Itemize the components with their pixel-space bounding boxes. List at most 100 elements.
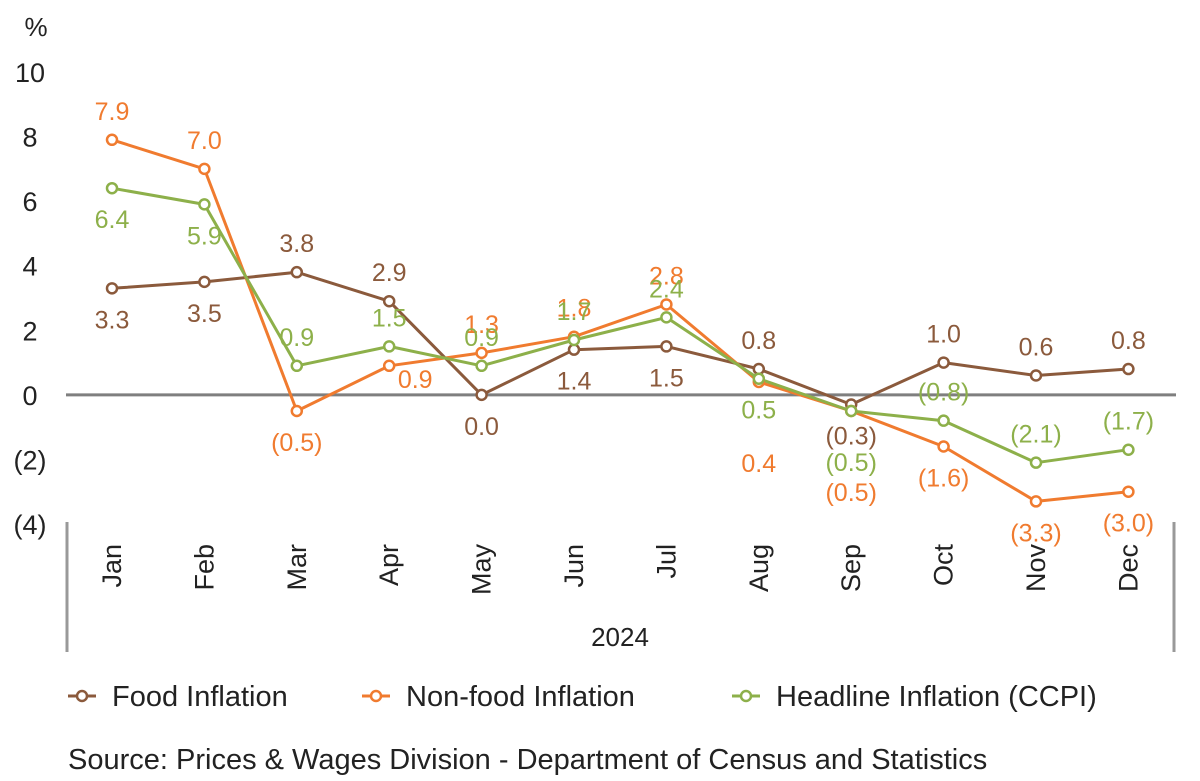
point-headline-inflation-ccpi-oct <box>937 414 950 427</box>
point-headline-inflation-ccpi-sep <box>844 404 858 418</box>
x-tick-label-oct: Oct <box>929 544 959 587</box>
data-label-non-food-inflation-apr: 0.9 <box>398 366 433 394</box>
y-axis-ticks: 10 8 6 4 2 0 (2) (4) <box>14 58 47 540</box>
point-non-food-inflation-oct <box>937 440 950 453</box>
point-food-inflation-jul <box>660 340 673 353</box>
source-note: Source: Prices & Wages Division - Depart… <box>68 744 987 776</box>
x-tick-label-sep: Sep <box>836 544 866 592</box>
x-tick-label-nov: Nov <box>1021 544 1051 593</box>
data-label-headline-inflation-ccpi-jul: 2.4 <box>649 275 684 303</box>
data-label-food-inflation-jun: 1.4 <box>557 368 592 396</box>
data-labels: 3.3 3.5 3.8 2.9 0.0 1.4 1.5 0.8 (0.3) 1.0 0.6 0.8 7.… <box>95 98 1154 548</box>
point-food-inflation-apr <box>382 294 396 308</box>
x-tick-label-may: May <box>467 544 497 596</box>
y-tick-label: 2 <box>22 316 37 346</box>
data-label-non-food-inflation-jan: 7.9 <box>95 98 130 126</box>
point-headline-inflation-ccpi-aug <box>752 372 766 385</box>
series-line-headline-inflation-ccpi <box>111 186 1129 465</box>
data-label-food-inflation-jan: 3.3 <box>95 306 130 334</box>
y-unit-label: % <box>24 12 47 42</box>
legend-label-headline-inflation-ccpi: Headline Inflation (CCPI) <box>776 681 1097 713</box>
data-label-food-inflation-sep: (0.3) <box>825 423 876 451</box>
point-food-inflation-mar <box>290 265 304 279</box>
data-label-food-inflation-may: 0.0 <box>464 413 499 441</box>
point-non-food-inflation-feb <box>198 162 211 176</box>
data-label-non-food-inflation-feb: 7.0 <box>187 127 222 155</box>
data-label-headline-inflation-ccpi-aug: 0.5 <box>741 397 776 425</box>
point-headline-inflation-ccpi-jul <box>660 311 673 324</box>
point-non-food-inflation-jul <box>660 298 673 311</box>
series-line-non-food-inflation <box>111 138 1129 503</box>
data-label-headline-inflation-ccpi-dec: (1.7) <box>1103 408 1154 436</box>
data-label-food-inflation-jul: 1.5 <box>649 364 684 392</box>
y-tick-label: 0 <box>22 381 37 411</box>
x-axis: Jan Feb Mar Apr May Jun Jul Aug Sep Oct Nov Dec <box>65 393 1176 652</box>
x-tick-label-feb: Feb <box>189 544 219 591</box>
x-axis-year-label: 2024 <box>591 622 649 652</box>
x-tick-label-apr: Apr <box>374 544 404 586</box>
point-food-inflation-dec <box>1122 362 1135 376</box>
legend: Food Inflation Non-food Inflation Headline… <box>68 681 1097 713</box>
series-line-food-inflation <box>111 270 1129 406</box>
point-headline-inflation-ccpi-may <box>475 359 488 373</box>
y-tick-label: 8 <box>22 123 37 153</box>
data-label-food-inflation-oct: 1.0 <box>926 321 961 349</box>
point-headline-inflation-ccpi-feb <box>198 198 211 211</box>
data-label-food-inflation-aug: 0.8 <box>741 327 776 355</box>
legend-marker-food-inflation <box>75 689 89 703</box>
data-label-food-inflation-mar: 3.8 <box>279 230 314 258</box>
data-label-headline-inflation-ccpi-jan: 6.4 <box>95 206 130 234</box>
point-headline-inflation-ccpi-nov <box>1029 456 1043 469</box>
x-tick-label-dec: Dec <box>1113 544 1143 592</box>
data-label-non-food-inflation-jul: 2.8 <box>649 262 684 290</box>
data-label-non-food-inflation-may: 1.3 <box>464 311 499 339</box>
point-non-food-inflation-apr <box>382 359 396 373</box>
point-food-inflation-feb <box>198 275 211 289</box>
point-food-inflation-oct <box>937 356 950 369</box>
data-label-headline-inflation-ccpi-sep: (0.5) <box>825 449 876 477</box>
data-label-non-food-inflation-mar: (0.5) <box>271 429 322 457</box>
data-label-food-inflation-feb: 3.5 <box>187 300 222 328</box>
x-tick-label-aug: Aug <box>744 544 774 592</box>
y-tick-label: 6 <box>22 187 37 217</box>
data-label-headline-inflation-ccpi-feb: 5.9 <box>187 222 222 250</box>
point-non-food-inflation-dec <box>1122 485 1135 498</box>
data-label-food-inflation-apr: 2.9 <box>372 259 407 287</box>
data-label-headline-inflation-ccpi-mar: 0.9 <box>279 324 314 352</box>
x-tick-label-mar: Mar <box>282 544 312 591</box>
data-label-non-food-inflation-oct: (1.6) <box>918 465 969 493</box>
data-label-non-food-inflation-sep: (0.5) <box>825 479 876 507</box>
point-headline-inflation-ccpi-apr <box>382 340 396 353</box>
x-tick-label-jun: Jun <box>559 544 589 588</box>
data-label-headline-inflation-ccpi-jun: 1.7 <box>557 298 592 326</box>
y-tick-label: (4) <box>14 510 47 540</box>
data-label-non-food-inflation-nov: (3.3) <box>1010 519 1061 547</box>
point-headline-inflation-ccpi-jun <box>567 333 581 347</box>
point-food-inflation-may <box>475 388 488 402</box>
point-non-food-inflation-nov <box>1029 495 1043 508</box>
legend-marker-headline-inflation-ccpi <box>739 689 753 703</box>
point-non-food-inflation-mar <box>290 404 304 418</box>
data-label-non-food-inflation-dec: (3.0) <box>1103 510 1154 538</box>
y-tick-label: (2) <box>14 445 47 475</box>
data-label-headline-inflation-ccpi-nov: (2.1) <box>1010 421 1061 449</box>
data-label-non-food-inflation-aug: 0.4 <box>741 450 776 478</box>
point-headline-inflation-ccpi-dec <box>1122 443 1135 456</box>
legend-marker-non-food-inflation <box>369 689 383 703</box>
x-tick-label-jan: Jan <box>97 544 127 588</box>
data-label-food-inflation-dec: 0.8 <box>1111 327 1146 355</box>
legend-label-food-inflation: Food Inflation <box>112 681 288 713</box>
point-headline-inflation-ccpi-jan <box>105 181 119 195</box>
y-tick-label: 10 <box>15 58 45 88</box>
data-label-food-inflation-nov: 0.6 <box>1019 333 1054 361</box>
x-tick-label-jul: Jul <box>651 544 681 579</box>
legend-label-non-food-inflation: Non-food Inflation <box>406 681 635 713</box>
point-non-food-inflation-jan <box>105 133 119 147</box>
y-tick-label: 4 <box>22 252 37 282</box>
point-food-inflation-nov <box>1029 369 1043 382</box>
data-label-headline-inflation-ccpi-may: 0.9 <box>464 324 499 352</box>
data-label-headline-inflation-ccpi-apr: 1.5 <box>372 304 407 332</box>
point-headline-inflation-ccpi-mar <box>290 359 304 373</box>
series-lines <box>105 133 1135 508</box>
